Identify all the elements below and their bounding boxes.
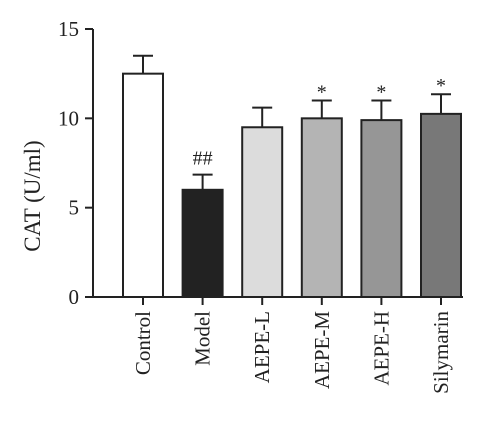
bar-aepe-h bbox=[360, 119, 403, 299]
significance-marker: ## bbox=[193, 148, 213, 170]
y-tick-label: 0 bbox=[69, 285, 80, 309]
x-tick-label: Silymarin bbox=[429, 311, 453, 394]
bar-model bbox=[181, 188, 224, 298]
bar-silymarin bbox=[420, 112, 462, 298]
x-tick-label: AEPE-L bbox=[250, 311, 274, 383]
bars-group: ## * * * bbox=[122, 54, 462, 299]
significance-marker: * bbox=[376, 81, 386, 103]
x-tick-label: AEPE-M bbox=[310, 311, 334, 389]
y-tick-label: 10 bbox=[58, 106, 79, 130]
bar-aepe-m bbox=[300, 117, 343, 299]
x-axis: Control Model AEPE-L AEPE-M AEPE-H Silymarin bbox=[93, 296, 463, 394]
y-axis: 0 5 10 15 bbox=[58, 17, 94, 309]
x-tick-label: Control bbox=[131, 311, 155, 375]
x-tick-label: AEPE-H bbox=[369, 311, 393, 386]
bar-aepe-l bbox=[241, 126, 284, 299]
bar-control bbox=[122, 72, 164, 298]
significance-marker: * bbox=[317, 81, 327, 103]
y-axis-title: CAT (U/ml) bbox=[20, 140, 45, 251]
x-tick-label: Model bbox=[191, 311, 215, 366]
y-tick-label: 15 bbox=[58, 17, 79, 41]
y-tick-label: 5 bbox=[69, 196, 80, 220]
significance-marker: * bbox=[436, 75, 446, 97]
